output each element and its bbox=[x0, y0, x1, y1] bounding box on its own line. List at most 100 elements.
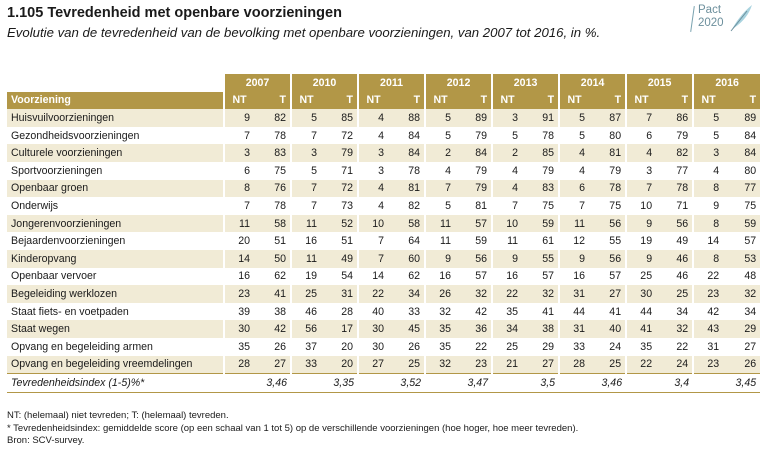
t-cell: 78 bbox=[274, 129, 287, 142]
nt-cell: 7 bbox=[357, 249, 389, 268]
nt-cell: 41 bbox=[625, 320, 657, 338]
t-cell: 34 bbox=[676, 305, 689, 318]
nt-cell: 46 bbox=[290, 302, 322, 321]
year-header: 2012 bbox=[424, 74, 493, 92]
nt-cell: 5 bbox=[558, 126, 590, 145]
table-row: Openbaar vervoer 16 62 19 54 14 62 16 57 16 57 16 57… bbox=[7, 267, 760, 286]
t-cell: 77 bbox=[676, 164, 689, 177]
table-row: Bejaardenvoorzieningen 20 51 16 51 7 64 11 59 11 6… bbox=[7, 232, 760, 250]
t-header: T bbox=[254, 91, 292, 110]
t-cell: 75 bbox=[744, 199, 757, 212]
nt-cell: 7 bbox=[290, 126, 322, 145]
nt-cell: 5 bbox=[424, 109, 456, 127]
index-value: 3,4 bbox=[656, 373, 694, 393]
nt-cell: 4 bbox=[424, 161, 456, 180]
nt-cell: 9 bbox=[223, 109, 254, 127]
nt-cell: 3 bbox=[357, 161, 389, 180]
nt-cell: 21 bbox=[491, 355, 523, 374]
table-row: Staat fiets- en voetpaden 39 38 46 28 40 33 32 4… bbox=[7, 302, 760, 321]
t-cell: 24 bbox=[656, 355, 694, 374]
row-label: Onderwijs bbox=[11, 199, 59, 212]
year-header: 2007 bbox=[222, 74, 292, 92]
nt-cell: 30 bbox=[223, 320, 254, 338]
nt-header: NT bbox=[223, 91, 254, 110]
t-header: T bbox=[388, 91, 426, 110]
nt-cell: 14 bbox=[357, 267, 389, 286]
t-cell: 56 bbox=[455, 249, 493, 268]
t-cell: 45 bbox=[388, 320, 426, 338]
t-cell: 79 bbox=[321, 144, 359, 162]
t-cell: 72 bbox=[321, 179, 359, 198]
row-label: Staat fiets- en voetpaden bbox=[11, 305, 129, 318]
t-cell: 82 bbox=[656, 144, 694, 162]
nt-cell: 5 bbox=[290, 161, 322, 180]
pact-2020-logo: Pact 2020 bbox=[690, 4, 754, 34]
t-cell: 83 bbox=[522, 179, 560, 198]
index-row: Tevredenheidsindex (1-5)%* 3,46 3,35 3,5… bbox=[7, 373, 761, 393]
t-cell: 20 bbox=[321, 355, 359, 374]
t-cell: 79 bbox=[455, 179, 493, 198]
t-cell: 82 bbox=[408, 199, 421, 212]
nt-cell: 23 bbox=[692, 285, 724, 303]
t-cell: 85 bbox=[522, 144, 560, 162]
nt-cell: 3 bbox=[290, 144, 322, 162]
nt-cell: 7 bbox=[223, 197, 254, 215]
t-cell: 78 bbox=[542, 129, 555, 142]
nt-cell: 25 bbox=[290, 285, 322, 303]
nt-cell: 3 bbox=[625, 161, 657, 180]
nt-cell: 7 bbox=[290, 197, 322, 215]
t-cell: 40 bbox=[589, 320, 627, 338]
t-cell: 32 bbox=[656, 320, 694, 338]
nt-cell: 22 bbox=[357, 285, 389, 303]
t-cell: 36 bbox=[455, 320, 493, 338]
page-subtitle: Evolutie van de tevredenheid van de bevo… bbox=[7, 25, 601, 40]
t-cell: 41 bbox=[609, 305, 622, 318]
t-cell: 80 bbox=[744, 164, 757, 177]
table-row: Jongerenvoorzieningen 11 58 11 52 10 58 11 57 10 5… bbox=[7, 214, 761, 233]
nt-cell: 37 bbox=[290, 337, 322, 356]
nt-cell: 33 bbox=[558, 337, 590, 356]
nt-cell: 9 bbox=[558, 249, 590, 268]
t-cell: 26 bbox=[723, 355, 761, 374]
nt-cell: 11 bbox=[424, 232, 456, 250]
t-cell: 49 bbox=[321, 249, 359, 268]
nt-cell: 5 bbox=[491, 126, 523, 145]
t-cell: 91 bbox=[522, 109, 560, 127]
t-cell: 77 bbox=[723, 179, 761, 198]
footnotes: NT: (helemaal) niet tevreden; T: (helema… bbox=[7, 410, 578, 448]
nt-cell: 22 bbox=[491, 285, 523, 303]
nt-cell: 3 bbox=[692, 144, 724, 162]
table-row: Openbaar groen 8 76 7 72 4 81 7 79 4 83 6 78 7 78 8 77 bbox=[7, 179, 761, 198]
nt-cell: 27 bbox=[357, 355, 389, 374]
nt-cell: 2 bbox=[491, 144, 523, 162]
nt-cell: 25 bbox=[491, 337, 523, 356]
t-cell: 87 bbox=[589, 109, 627, 127]
t-cell: 57 bbox=[744, 235, 757, 248]
nt-cell: 2 bbox=[424, 144, 456, 162]
nt-cell: 5 bbox=[424, 197, 456, 215]
satisfaction-table: 2007 2010 2011 2012 2013 2014 2015 2016 … bbox=[7, 74, 761, 393]
nt-cell: 20 bbox=[223, 232, 254, 250]
t-cell: 81 bbox=[475, 199, 488, 212]
t-cell: 82 bbox=[254, 109, 292, 127]
nt-cell: 6 bbox=[558, 179, 590, 198]
t-cell: 58 bbox=[254, 214, 292, 233]
nt-cell: 7 bbox=[290, 179, 322, 198]
t-cell: 32 bbox=[455, 285, 493, 303]
t-cell: 84 bbox=[455, 144, 493, 162]
t-cell: 27 bbox=[744, 340, 757, 353]
nt-cell: 11 bbox=[424, 214, 456, 233]
t-cell: 53 bbox=[723, 249, 761, 268]
nt-cell: 28 bbox=[558, 355, 590, 374]
nt-cell: 5 bbox=[290, 109, 322, 127]
t-header: T bbox=[522, 91, 560, 110]
nt-cell: 25 bbox=[625, 267, 657, 286]
t-cell: 56 bbox=[589, 214, 627, 233]
t-cell: 27 bbox=[254, 355, 292, 374]
t-cell: 26 bbox=[408, 340, 421, 353]
nt-cell: 31 bbox=[558, 320, 590, 338]
nt-cell: 4 bbox=[491, 179, 523, 198]
nt-cell: 9 bbox=[692, 197, 724, 215]
nt-cell: 7 bbox=[424, 179, 456, 198]
nt-cell: 35 bbox=[424, 320, 456, 338]
